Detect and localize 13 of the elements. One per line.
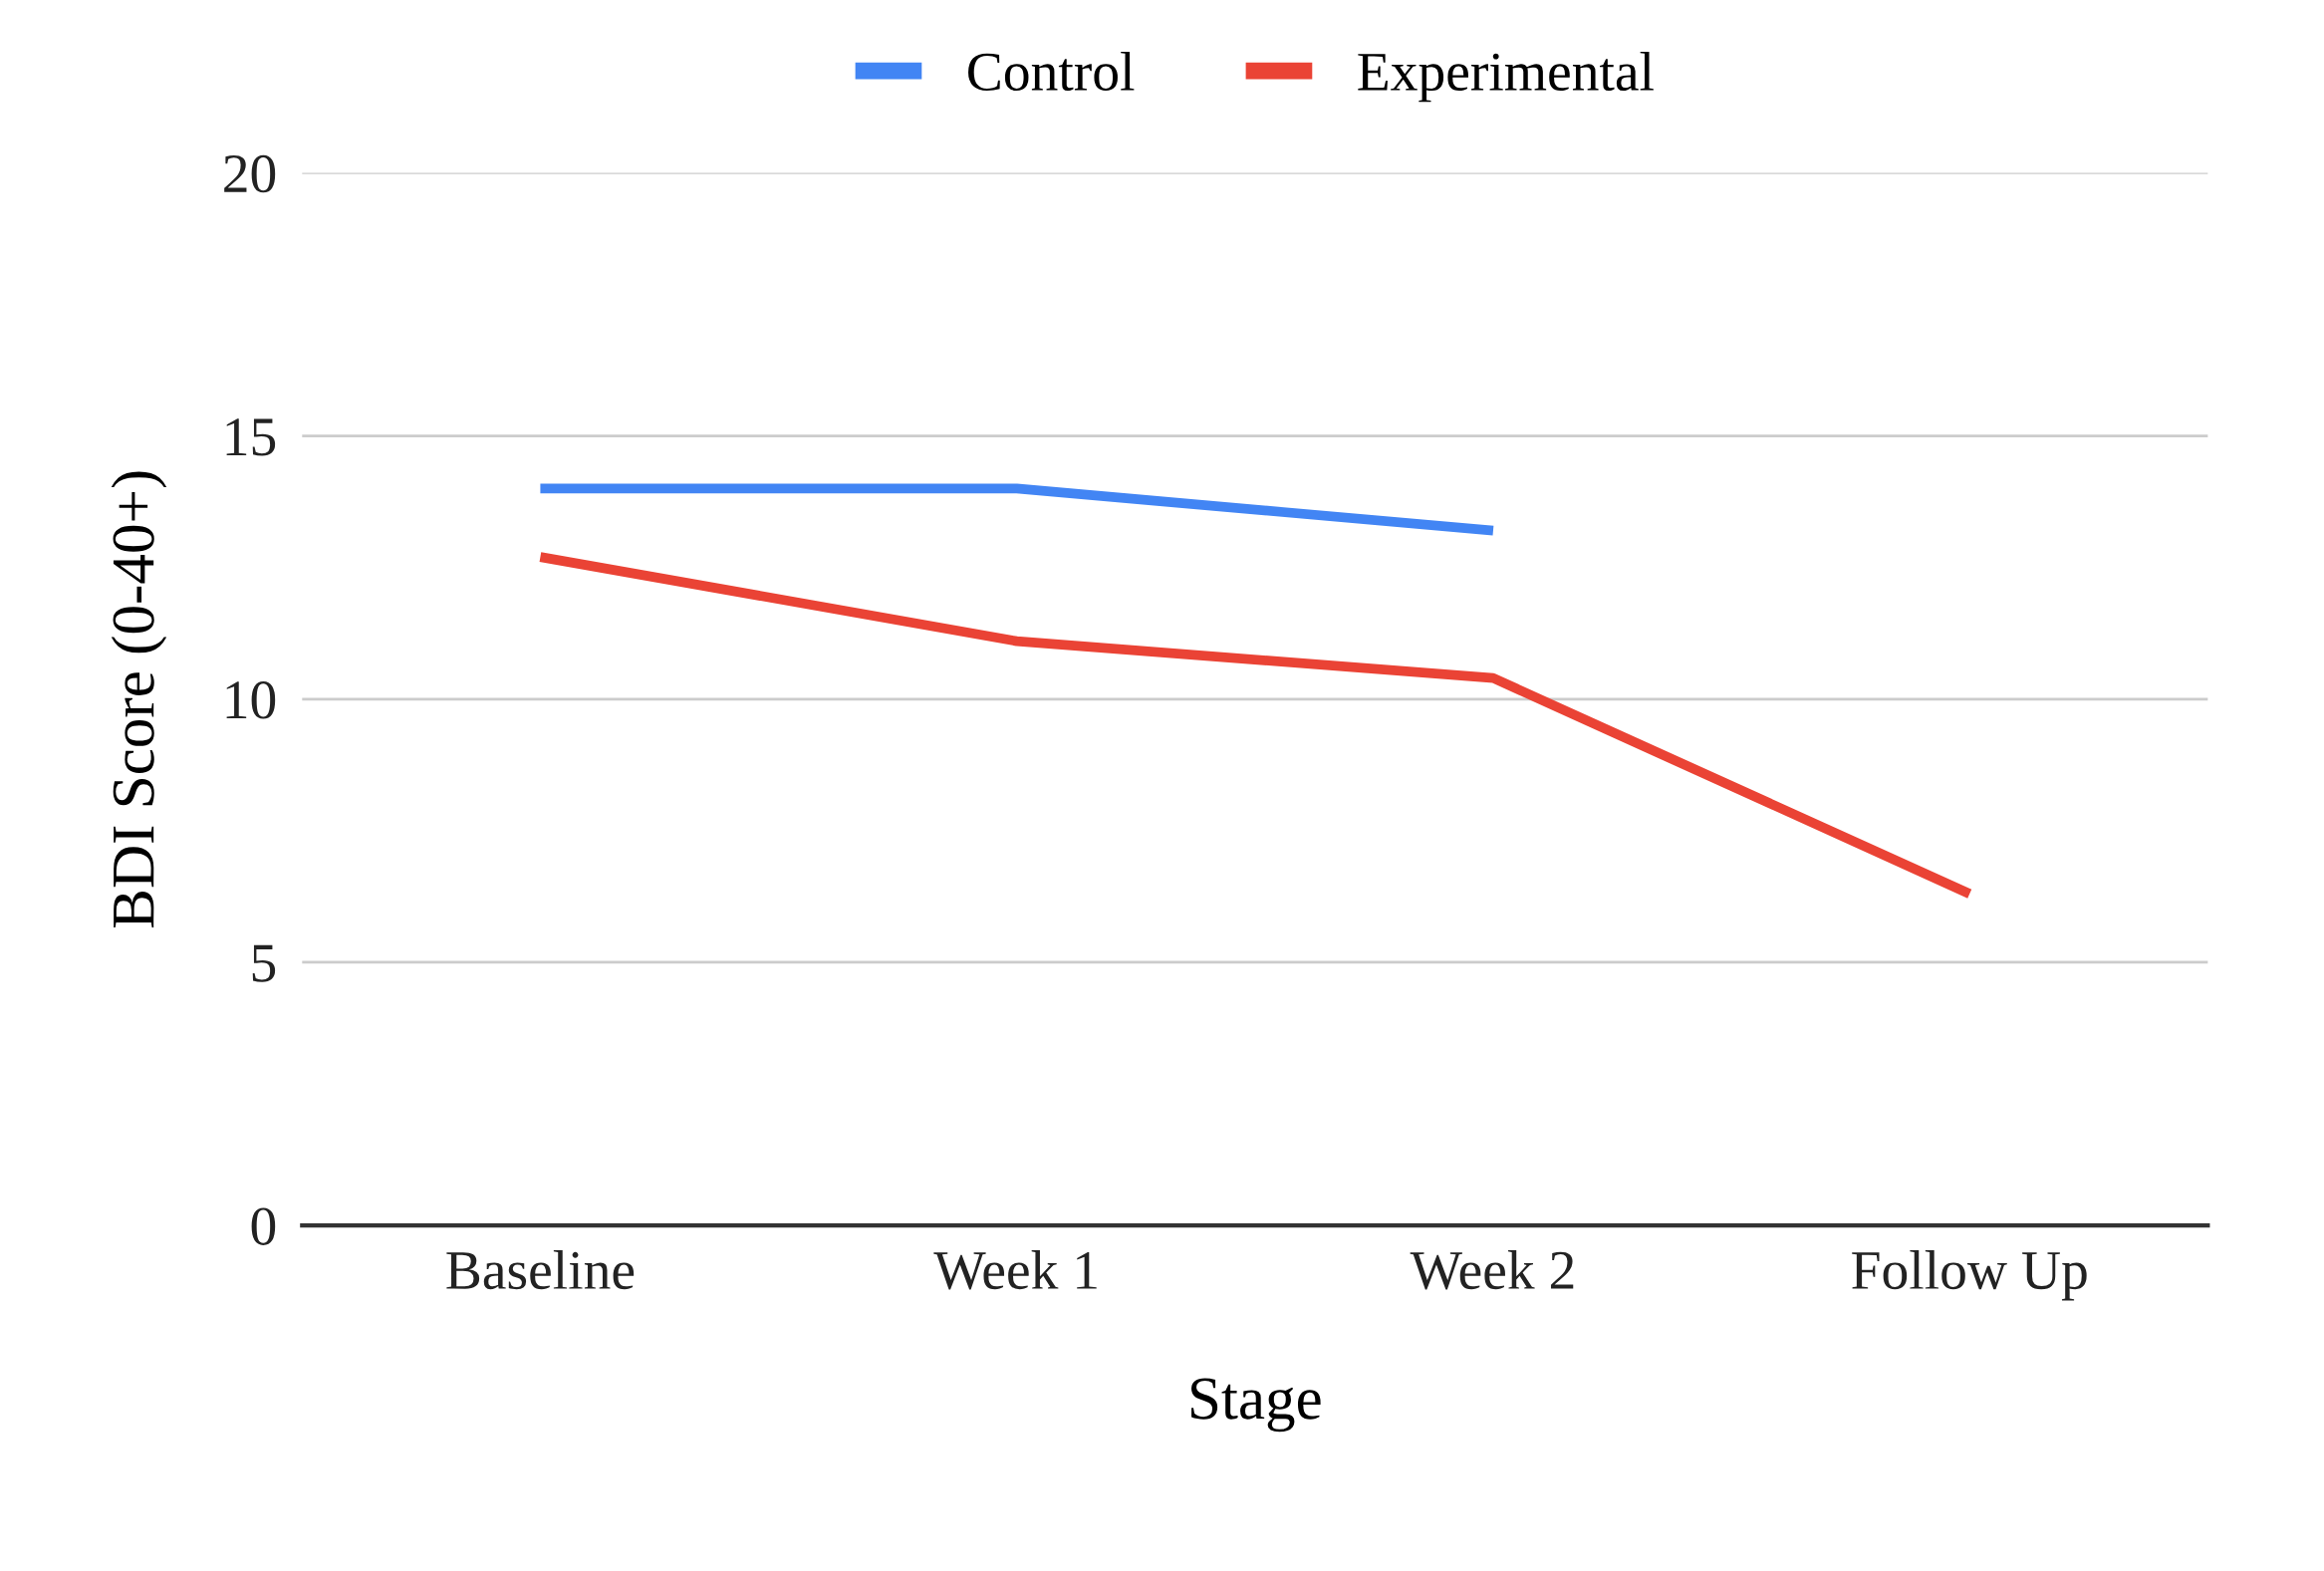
y-axis-title: BDI Score (0-40+) — [111, 471, 167, 928]
y-tick-label: 15 — [226, 418, 276, 456]
y-tick-label: 0 — [251, 1207, 276, 1245]
x-tick-label: Week 1 — [933, 1250, 1097, 1290]
x-tick-label: Week 2 — [1410, 1250, 1574, 1290]
y-tick-label: 10 — [226, 681, 276, 719]
x-tick-label: Follow Up — [1852, 1250, 2087, 1301]
legend-label: Control — [968, 51, 1135, 92]
x-axis-title: Stage — [1191, 1378, 1321, 1433]
x-tick-label: Baseline — [446, 1250, 635, 1290]
legend-label: Experimental — [1358, 51, 1654, 103]
y-tick-label: 5 — [252, 944, 276, 982]
y-tick-label: 20 — [224, 154, 276, 193]
